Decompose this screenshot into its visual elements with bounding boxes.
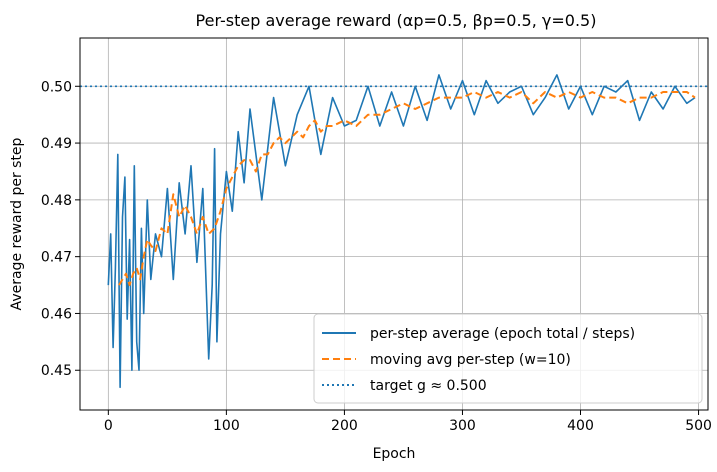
chart-title: Per-step average reward (αp=0.5, βp=0.5,… — [196, 11, 597, 30]
x-tick-label: 200 — [331, 418, 358, 434]
legend: per-step average (epoch total / steps) m… — [313, 313, 703, 404]
y-axis-label: Average reward per step — [9, 137, 25, 310]
x-tick-label: 400 — [567, 418, 594, 434]
x-axis-ticks: 0 100 200 300 400 500 — [104, 410, 712, 434]
y-tick-label: 0.49 — [41, 136, 72, 152]
y-axis-ticks: 0.45 0.46 0.47 0.48 0.49 0.50 — [41, 79, 80, 379]
legend-box — [313, 313, 703, 404]
plot-frame — [79, 37, 709, 411]
x-axis-label: Epoch — [373, 446, 416, 462]
y-tick-label: 0.46 — [41, 306, 72, 322]
x-tick-label: 100 — [213, 418, 240, 434]
grid — [80, 38, 708, 410]
series-area — [80, 74, 708, 389]
y-tick-label: 0.47 — [41, 250, 72, 266]
x-tick-label: 300 — [449, 418, 476, 434]
y-tick-label: 0.48 — [41, 193, 72, 209]
x-tick-label: 500 — [685, 418, 712, 434]
y-tick-label: 0.50 — [41, 79, 72, 95]
y-tick-label: 0.45 — [41, 363, 72, 379]
legend-label-moving-avg: moving avg per-step (w=10) — [370, 352, 571, 368]
x-tick-label: 0 — [104, 418, 113, 434]
legend-label-per-step: per-step average (epoch total / steps) — [370, 326, 635, 342]
series-per-step-line — [107, 74, 696, 389]
legend-label-target: target g ≈ 0.500 — [370, 378, 487, 394]
